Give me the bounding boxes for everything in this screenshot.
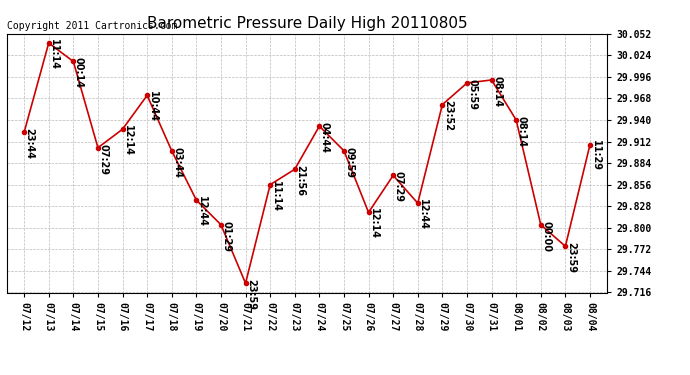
Text: 11:29: 11:29	[591, 141, 600, 171]
Text: 23:59: 23:59	[566, 242, 576, 273]
Text: 10:44: 10:44	[148, 91, 158, 122]
Title: Barometric Pressure Daily High 20110805: Barometric Pressure Daily High 20110805	[147, 16, 467, 31]
Text: 23:52: 23:52	[443, 100, 453, 131]
Text: 09:59: 09:59	[344, 147, 355, 178]
Text: 00:00: 00:00	[542, 220, 551, 252]
Text: 11:14: 11:14	[49, 39, 59, 70]
Text: 12:14: 12:14	[369, 208, 379, 239]
Text: 12:44: 12:44	[418, 199, 428, 230]
Text: 07:29: 07:29	[394, 171, 404, 202]
Text: 05:59: 05:59	[468, 79, 477, 110]
Text: Copyright 2011 Cartronics.com: Copyright 2011 Cartronics.com	[7, 21, 177, 31]
Text: 23:59: 23:59	[246, 279, 256, 310]
Text: 08:14: 08:14	[517, 116, 526, 147]
Text: 00:14: 00:14	[74, 57, 84, 88]
Text: 04:44: 04:44	[320, 122, 330, 153]
Text: 12:14: 12:14	[123, 125, 133, 156]
Text: 21:56: 21:56	[295, 165, 305, 196]
Text: 03:44: 03:44	[172, 147, 182, 178]
Text: 23:44: 23:44	[25, 128, 34, 159]
Text: 08:14: 08:14	[492, 76, 502, 107]
Text: 12:44: 12:44	[197, 196, 207, 227]
Text: 07:29: 07:29	[99, 144, 108, 174]
Text: 11:14: 11:14	[270, 180, 281, 212]
Text: 01:29: 01:29	[221, 220, 232, 252]
